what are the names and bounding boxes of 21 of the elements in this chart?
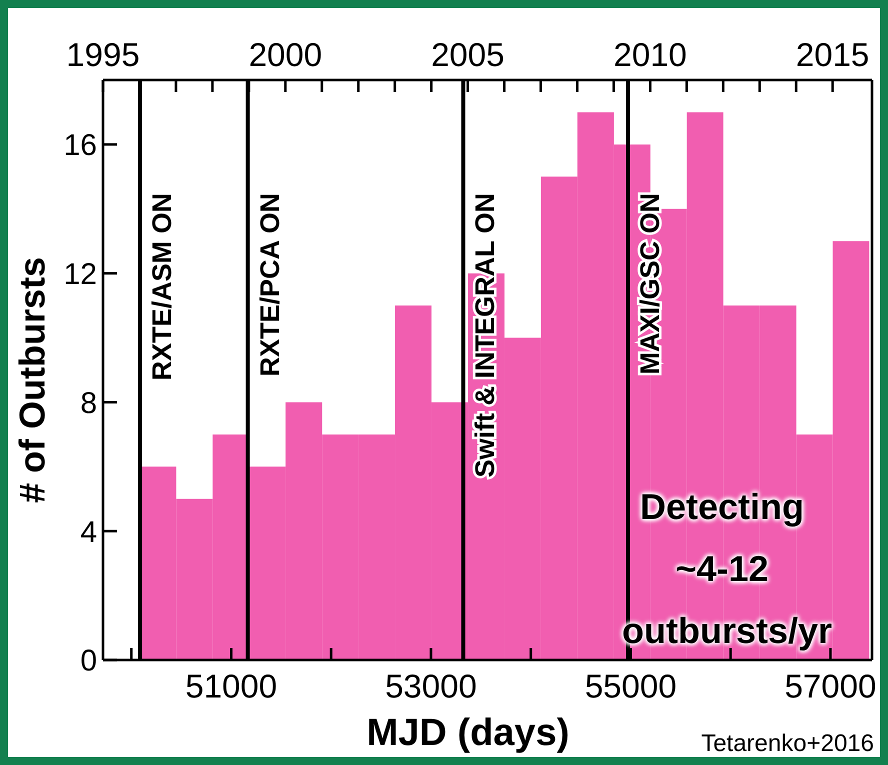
y-axis-title: # of Outbursts [12,256,52,504]
x2-tick-label: 2010 [613,36,687,73]
x-tick-label: 55000 [584,667,677,704]
x2-tick-label: 2015 [796,36,870,73]
x-axis-title: MJD (days) [366,712,570,754]
y-tick-label: 8 [80,386,97,420]
ref-line-label: RXTE/ASM ON [147,193,178,381]
x2-tick-label: 1995 [66,36,140,73]
y-tick-label: 4 [80,516,97,549]
x-tick-label: 53000 [385,667,477,704]
text: Tetarenko+2016 [701,730,874,757]
y-tick-label: 16 [64,129,97,162]
x-tick-label: 51000 [185,667,278,704]
x-tick-label: 57000 [784,667,876,704]
x2-tick-label: 2005 [431,36,505,73]
ref-line-label: Swift & INTEGRAL ON [470,193,500,478]
ref-line-label: MAXI/GSC ON [635,193,666,375]
y-tick-label: 12 [64,258,97,291]
y-tick-label: 0 [80,644,97,678]
x2-tick-label: 2000 [248,36,322,73]
ref-line-label: RXTE/PCA ON [254,193,285,377]
